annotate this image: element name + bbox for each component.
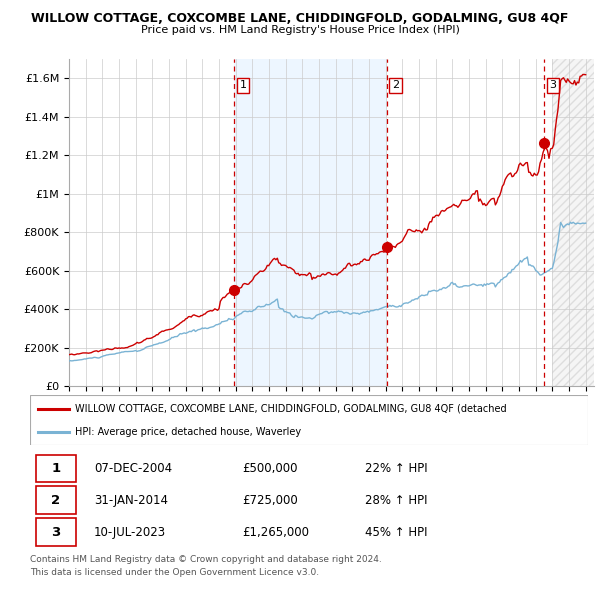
Text: 10-JUL-2023: 10-JUL-2023: [94, 526, 166, 539]
Text: 45% ↑ HPI: 45% ↑ HPI: [365, 526, 427, 539]
Text: 2: 2: [392, 80, 399, 90]
Text: 07-DEC-2004: 07-DEC-2004: [94, 462, 172, 475]
Text: WILLOW COTTAGE, COXCOMBE LANE, CHIDDINGFOLD, GODALMING, GU8 4QF: WILLOW COTTAGE, COXCOMBE LANE, CHIDDINGF…: [31, 12, 569, 25]
Bar: [35, 486, 76, 514]
Bar: [553, 59, 594, 386]
Text: 2: 2: [51, 494, 60, 507]
Text: 31-JAN-2014: 31-JAN-2014: [94, 494, 168, 507]
Text: This data is licensed under the Open Government Licence v3.0.: This data is licensed under the Open Gov…: [30, 568, 319, 576]
Text: £1,265,000: £1,265,000: [242, 526, 309, 539]
Text: WILLOW COTTAGE, COXCOMBE LANE, CHIDDINGFOLD, GODALMING, GU8 4QF (detached: WILLOW COTTAGE, COXCOMBE LANE, CHIDDINGF…: [74, 404, 506, 414]
Bar: [35, 455, 76, 483]
Text: HPI: Average price, detached house, Waverley: HPI: Average price, detached house, Wave…: [74, 427, 301, 437]
Text: 1: 1: [239, 80, 247, 90]
Text: 28% ↑ HPI: 28% ↑ HPI: [365, 494, 427, 507]
Bar: [235, 59, 387, 386]
Text: 3: 3: [51, 526, 60, 539]
Bar: [35, 518, 76, 546]
Text: 1: 1: [51, 462, 60, 475]
Text: £725,000: £725,000: [242, 494, 298, 507]
Text: 22% ↑ HPI: 22% ↑ HPI: [365, 462, 427, 475]
Text: 3: 3: [550, 80, 556, 90]
Text: Contains HM Land Registry data © Crown copyright and database right 2024.: Contains HM Land Registry data © Crown c…: [30, 555, 382, 563]
Text: Price paid vs. HM Land Registry's House Price Index (HPI): Price paid vs. HM Land Registry's House …: [140, 25, 460, 35]
Text: £500,000: £500,000: [242, 462, 298, 475]
